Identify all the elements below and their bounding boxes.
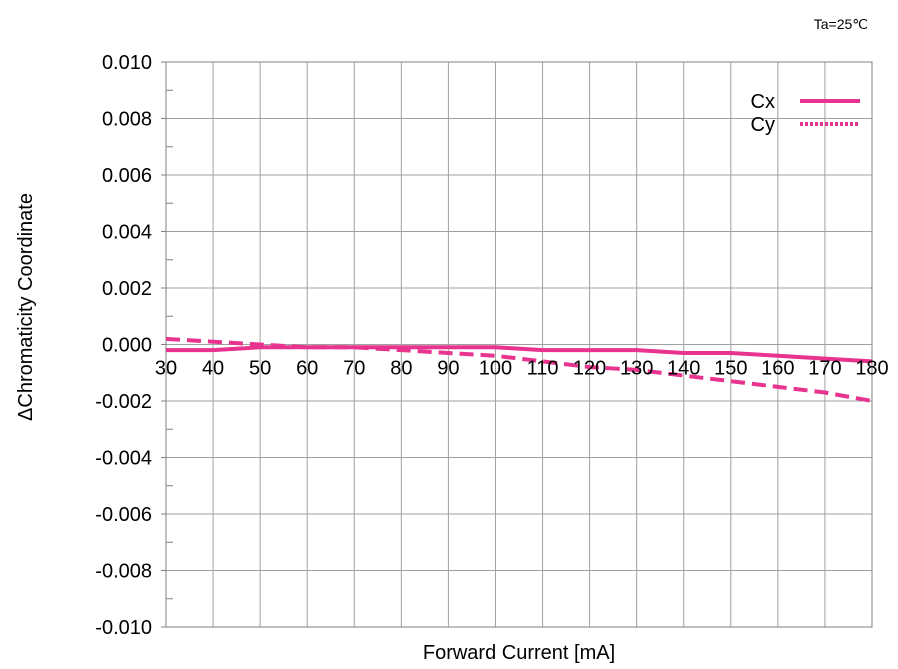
temperature-note: Ta=25℃ (814, 16, 868, 32)
y-tick-label: -0.006 (95, 504, 152, 526)
x-tick-label: 180 (855, 358, 888, 380)
y-tick-label: 0.008 (102, 109, 152, 131)
x-tick-label: 170 (808, 358, 841, 380)
y-minor-ticks (166, 89, 173, 600)
y-tick-label: 0.006 (102, 165, 152, 187)
x-tick-label: 90 (437, 358, 459, 380)
y-tick-label: -0.008 (95, 561, 152, 583)
x-tick-label: 80 (390, 358, 412, 380)
x-tick-label: 30 (155, 358, 177, 380)
y-tick-label: -0.010 (95, 617, 152, 639)
y-tick-labels: 0.010 0.008 0.006 0.004 0.002 0.000 -0.002 -0.0… (95, 52, 152, 639)
x-tick-label: 130 (620, 358, 653, 380)
x-tick-label: 60 (296, 358, 318, 380)
y-tick-label: -0.004 (95, 448, 152, 470)
gridlines (161, 61, 873, 628)
legend-label-cy: Cy (751, 114, 775, 136)
x-tick-label: 110 (527, 358, 559, 380)
x-tick-label: 120 (573, 358, 606, 380)
x-tick-label: 50 (249, 358, 271, 380)
y-tick-label: 0.000 (102, 335, 152, 357)
plot-border (165, 61, 873, 628)
y-tick-label: 0.010 (102, 52, 152, 74)
series-line-cy (165, 336, 873, 403)
y-tick-label: 0.002 (102, 278, 152, 300)
y-axis-title: ΔChromaticity Coordinate (15, 193, 37, 421)
legend-label-cx: Cx (751, 91, 775, 113)
x-tick-label: 160 (761, 358, 794, 380)
y-tick-label: -0.002 (95, 391, 152, 413)
x-tick-label: 40 (202, 358, 224, 380)
x-tick-label: 150 (714, 358, 747, 380)
y-tick-label: 0.004 (102, 222, 152, 244)
x-tick-label: 100 (479, 358, 512, 380)
x-tick-label: 70 (343, 358, 365, 380)
x-tick-labels: 30 40 50 60 70 80 90 100 110 120 130 140 150 160 170 18… (155, 358, 889, 380)
series-layer (165, 336, 873, 403)
x-axis-title: Forward Current [mA] (423, 642, 615, 664)
x-tick-label: 140 (667, 358, 700, 380)
